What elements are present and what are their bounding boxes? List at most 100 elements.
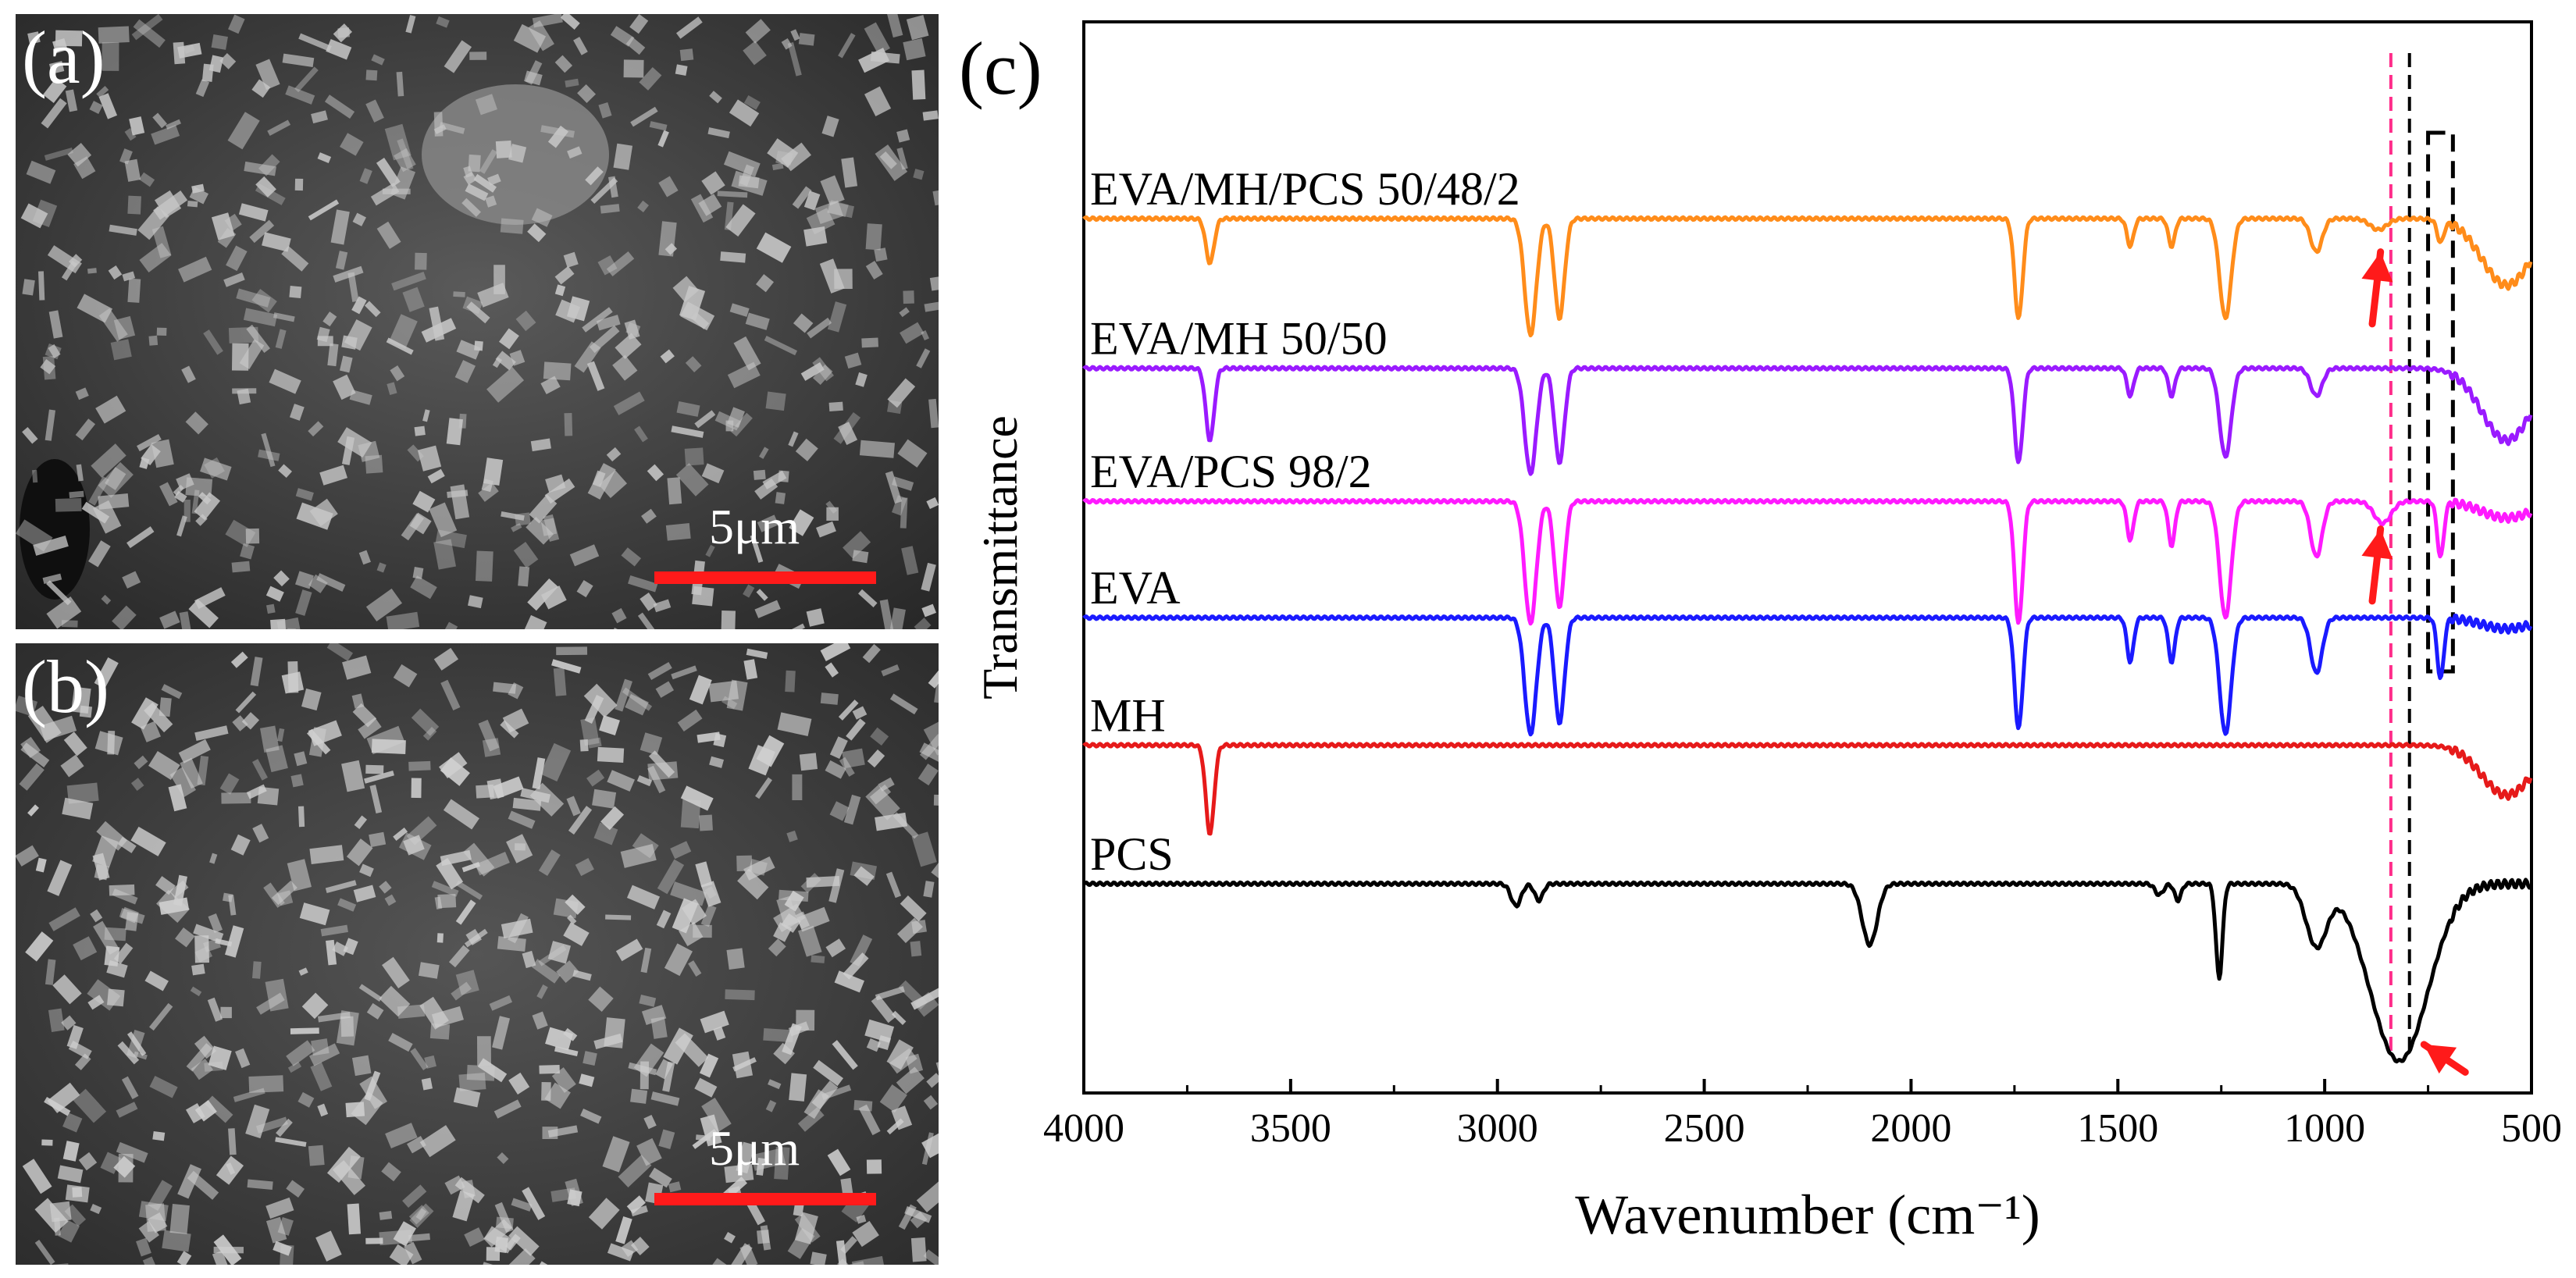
crystal	[501, 511, 525, 521]
crystal	[122, 571, 141, 589]
crystal	[798, 925, 822, 957]
crystal	[874, 247, 888, 262]
crystal	[508, 913, 529, 944]
crystal	[540, 742, 572, 781]
crystal	[604, 1017, 625, 1048]
crystal	[404, 1241, 422, 1265]
crystal	[280, 1244, 294, 1265]
crystal	[792, 774, 803, 801]
crystal	[386, 337, 414, 355]
crystal	[881, 664, 900, 677]
crystal	[553, 667, 567, 696]
crystal	[829, 736, 848, 760]
crystal	[376, 221, 401, 249]
crystal	[198, 492, 212, 505]
crystal	[532, 1011, 548, 1030]
crystal	[262, 232, 291, 252]
crystal	[607, 1243, 634, 1262]
crystal	[768, 938, 786, 957]
crystal	[194, 492, 221, 521]
crystal	[463, 171, 477, 185]
crystal	[583, 1051, 597, 1066]
crystal	[112, 605, 137, 629]
crystal	[756, 232, 792, 263]
crystal	[16, 519, 53, 552]
crystal	[875, 812, 908, 831]
crystal	[341, 760, 365, 792]
crystal	[250, 657, 263, 687]
crystal	[301, 688, 322, 711]
crystal	[219, 52, 237, 69]
crystal	[112, 888, 138, 905]
crystal	[487, 173, 501, 186]
crystal	[345, 1102, 365, 1118]
crystal	[700, 1010, 729, 1034]
crystal	[672, 276, 699, 303]
crystal	[788, 431, 799, 447]
crystal	[505, 1248, 536, 1265]
crystal	[781, 142, 811, 172]
crystal	[408, 1233, 430, 1242]
crystal	[369, 831, 387, 848]
crystal	[296, 502, 333, 530]
crystal	[431, 1006, 464, 1028]
crystal	[897, 439, 928, 468]
crystal	[294, 751, 308, 767]
crystal	[466, 301, 490, 324]
crystal	[246, 324, 270, 353]
crystal	[610, 26, 635, 47]
crystal	[647, 765, 666, 794]
crystal	[779, 889, 809, 902]
crystal	[151, 226, 172, 258]
crystal	[270, 618, 287, 629]
crystal	[775, 492, 786, 504]
crystal	[720, 251, 746, 263]
crystal	[195, 79, 210, 98]
crystal	[597, 746, 625, 763]
crystal	[149, 1076, 178, 1098]
crystal	[155, 876, 176, 895]
crystal	[22, 426, 38, 444]
crystal	[679, 48, 694, 62]
crystal	[415, 252, 427, 270]
crystal	[870, 727, 889, 746]
crystal	[850, 934, 873, 967]
crystal	[771, 162, 784, 171]
crystal	[308, 720, 342, 746]
crystal	[837, 1258, 854, 1265]
crystal	[858, 1104, 881, 1136]
crystal	[211, 34, 228, 50]
crystal	[911, 831, 937, 867]
crystal	[556, 960, 579, 984]
crystal	[176, 473, 194, 491]
crystal	[191, 1059, 213, 1080]
crystal	[899, 307, 910, 318]
crystal	[637, 200, 649, 213]
crystal	[308, 421, 324, 437]
crystal	[602, 1136, 630, 1173]
crystal	[455, 880, 483, 900]
crystal	[353, 885, 376, 902]
crystal	[71, 686, 91, 714]
crystal	[492, 357, 502, 368]
crystal	[286, 1180, 305, 1198]
crystal	[409, 1203, 434, 1228]
crystal	[118, 1153, 134, 1183]
crystal	[544, 478, 575, 504]
crystal	[861, 337, 878, 348]
crystal	[275, 329, 287, 349]
crystal	[699, 814, 713, 831]
crystal	[485, 195, 497, 208]
crystal	[124, 127, 137, 141]
crystal	[255, 1116, 288, 1134]
crystal	[418, 962, 440, 979]
crystal	[482, 738, 501, 757]
crystal	[733, 336, 761, 371]
crystal	[717, 190, 748, 198]
crystal	[903, 38, 926, 61]
crystal	[69, 254, 83, 268]
crystal	[891, 495, 907, 516]
crystal	[455, 970, 479, 995]
red-arrow	[2420, 1041, 2469, 1076]
crystal	[486, 1247, 501, 1261]
